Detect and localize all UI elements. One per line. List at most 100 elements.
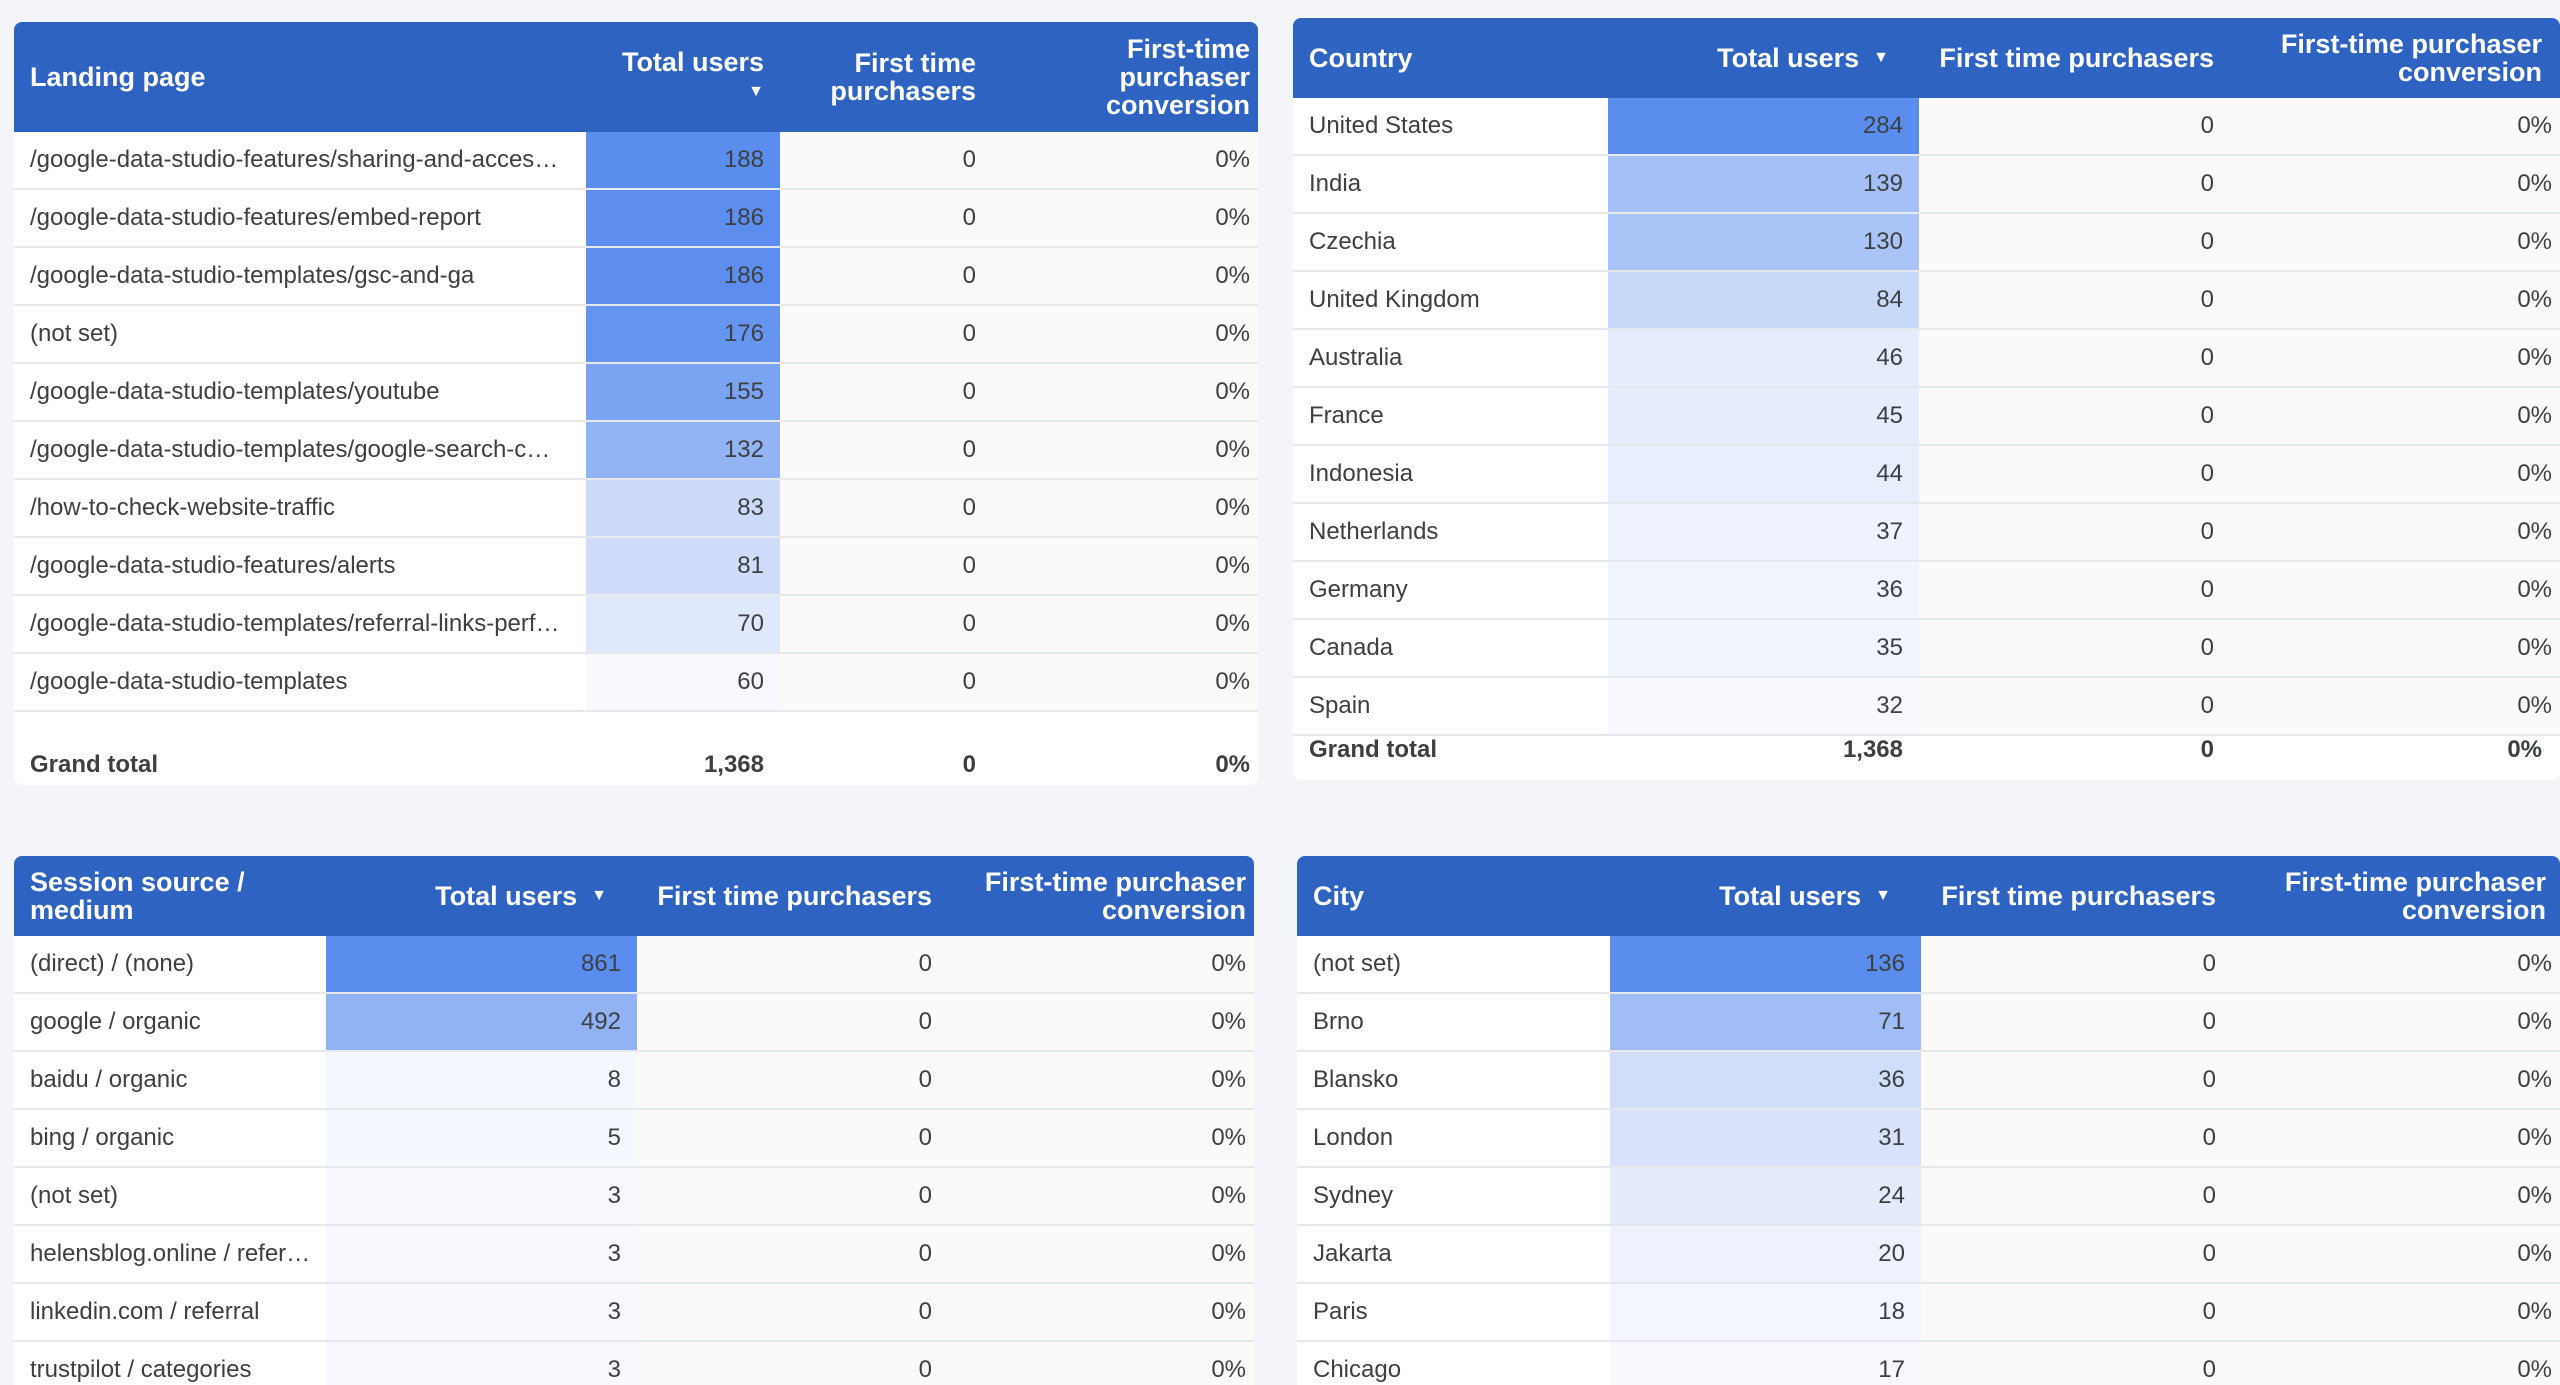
grand-total-users: 1,368 [1842, 736, 1903, 763]
table-row[interactable]: bing / organic 5 0 0% [14, 1110, 1254, 1168]
table-row[interactable]: linkedin.com / referral 3 0 0% [14, 1284, 1254, 1342]
column-header-country[interactable]: Country [1309, 43, 1413, 73]
row-label: /google-data-studio-features/embed-repor… [14, 190, 586, 246]
table-row[interactable]: Chicago 17 0 0% [1297, 1342, 2560, 1385]
column-header-total-users[interactable]: Total users ▼ [435, 881, 607, 911]
table-row[interactable]: (not set) 3 0 0% [14, 1168, 1254, 1226]
column-header-first-time-purchasers[interactable]: First time purchasers [1941, 881, 2216, 911]
table-row[interactable]: London 31 0 0% [1297, 1110, 2560, 1168]
sort-descending-icon[interactable]: ▼ [591, 887, 607, 904]
table-row[interactable]: trustpilot / categories 3 0 0% [14, 1342, 1254, 1385]
conversion-cell: 0% [2232, 994, 2560, 1050]
total-users-cell: 186 [586, 248, 780, 304]
first-time-purchasers-cell: 0 [1921, 1168, 2232, 1224]
table-row[interactable]: /google-data-studio-features/alerts 81 0 0% [14, 538, 1258, 596]
table-row[interactable]: Czechia 130 0 0% [1293, 214, 2560, 272]
table-row[interactable]: Blansko 36 0 0% [1297, 1052, 2560, 1110]
table-body: /google-data-studio-features/sharing-and… [14, 132, 1258, 744]
table-row[interactable]: /how-to-check-website-traffic 83 0 0% [14, 480, 1258, 538]
total-users-cell: 861 [326, 936, 637, 992]
row-label: trustpilot / categories [14, 1342, 326, 1385]
row-label: France [1293, 388, 1608, 444]
row-label: Paris [1297, 1284, 1610, 1340]
table-row[interactable]: India 139 0 0% [1293, 156, 2560, 214]
row-label: Czechia [1293, 214, 1608, 270]
table-row[interactable]: /google-data-studio-templates/gsc-and-ga… [14, 248, 1258, 306]
total-users-cell: 35 [1608, 620, 1919, 676]
table-body: (direct) / (none) 861 0 0% google / organic 4… [14, 936, 1254, 1385]
table-row[interactable]: baidu / organic 8 0 0% [14, 1052, 1254, 1110]
total-users-cell: 83 [586, 480, 780, 536]
first-time-purchasers-cell: 0 [1919, 562, 2230, 618]
total-users-cell: 8 [326, 1052, 637, 1108]
table-row[interactable]: /google-data-studio-templates 60 0 0% [14, 654, 1258, 712]
table-row[interactable]: United Kingdom 84 0 0% [1293, 272, 2560, 330]
conversion-cell: 0% [2232, 1226, 2560, 1282]
column-header-conversion[interactable]: First-time purchaser conversion [984, 867, 1246, 925]
total-users-cell: 18 [1610, 1284, 1921, 1340]
table-row[interactable]: google / organic 492 0 0% [14, 994, 1254, 1052]
conversion-cell: 0% [992, 190, 1258, 246]
table-body: United States 284 0 0% India 139 0 0% Czechia 130… [1293, 98, 2560, 740]
column-header-conversion[interactable]: First-time purchaser conversion [1105, 34, 1250, 120]
conversion-cell: 0% [2230, 156, 2560, 212]
grand-total-row: Grand total 1,368 0 0% [1293, 730, 2560, 770]
column-header-landing-page[interactable]: Landing page [30, 62, 206, 92]
row-label: /google-data-studio-templates/referral-l… [14, 596, 586, 652]
column-header-conversion[interactable]: First-time purchaser conversion [2280, 29, 2542, 87]
row-label: /google-data-studio-features/sharing-and… [14, 132, 586, 188]
first-time-purchasers-cell: 0 [780, 480, 992, 536]
table-row[interactable]: /google-data-studio-templates/youtube 155… [14, 364, 1258, 422]
country-table: Country Total users ▼ First time purchas… [1293, 18, 2560, 780]
first-time-purchasers-cell: 0 [780, 306, 992, 362]
column-header-session-source-medium[interactable]: Session source / medium [30, 867, 245, 925]
column-header-total-users[interactable]: Total users ▼ [586, 22, 780, 132]
table-row[interactable]: Canada 35 0 0% [1293, 620, 2560, 678]
sort-descending-icon[interactable]: ▼ [1875, 887, 1891, 904]
column-header-conversion[interactable]: First-time purchaser conversion [2284, 867, 2546, 925]
column-header-first-time-purchasers[interactable]: First time purchasers [657, 881, 932, 911]
table-row[interactable]: helensblog.online / refer… 3 0 0% [14, 1226, 1254, 1284]
table-row[interactable]: Paris 18 0 0% [1297, 1284, 2560, 1342]
table-row[interactable]: /google-data-studio-features/embed-repor… [14, 190, 1258, 248]
row-label: /google-data-studio-templates [14, 654, 586, 710]
table-row[interactable]: /google-data-studio-templates/google-sea… [14, 422, 1258, 480]
table-row[interactable]: Indonesia 44 0 0% [1293, 446, 2560, 504]
grand-total-row: Grand total 1,368 0 0% [14, 744, 1258, 785]
column-header-total-users[interactable]: Total users ▼ [1717, 43, 1889, 73]
table-row[interactable]: (not set) 176 0 0% [14, 306, 1258, 364]
row-label: /google-data-studio-templates/youtube [14, 364, 586, 420]
column-header-city[interactable]: City [1313, 881, 1365, 911]
first-time-purchasers-cell: 0 [637, 1226, 948, 1282]
table-row[interactable]: Jakarta 20 0 0% [1297, 1226, 2560, 1284]
table-row[interactable]: (direct) / (none) 861 0 0% [14, 936, 1254, 994]
table-row[interactable]: Germany 36 0 0% [1293, 562, 2560, 620]
first-time-purchasers-cell: 0 [1919, 98, 2230, 154]
row-label: Spain [1293, 678, 1608, 734]
table-row[interactable]: Brno 71 0 0% [1297, 994, 2560, 1052]
table-row[interactable]: Sydney 24 0 0% [1297, 1168, 2560, 1226]
conversion-cell: 0% [948, 1052, 1254, 1108]
row-label: Germany [1293, 562, 1608, 618]
column-header-first-time-purchasers[interactable]: First time purchasers [1939, 43, 2214, 73]
sort-descending-icon[interactable]: ▼ [1873, 49, 1889, 66]
sort-descending-icon[interactable]: ▼ [748, 83, 764, 100]
total-users-cell: 136 [1610, 936, 1921, 992]
conversion-cell: 0% [992, 480, 1258, 536]
first-time-purchasers-cell: 0 [780, 248, 992, 304]
table-row[interactable]: Netherlands 37 0 0% [1293, 504, 2560, 562]
table-row[interactable]: /google-data-studio-templates/referral-l… [14, 596, 1258, 654]
row-label: Australia [1293, 330, 1608, 386]
conversion-cell: 0% [992, 248, 1258, 304]
table-row[interactable]: /google-data-studio-features/sharing-and… [14, 132, 1258, 190]
row-label: Brno [1297, 994, 1610, 1050]
column-header-first-time-purchasers[interactable]: First time purchasers [830, 48, 976, 106]
table-row[interactable]: Australia 46 0 0% [1293, 330, 2560, 388]
table-row[interactable]: (not set) 136 0 0% [1297, 936, 2560, 994]
column-header-total-users[interactable]: Total users ▼ [1719, 881, 1891, 911]
first-time-purchasers-cell: 0 [637, 936, 948, 992]
table-row[interactable]: Spain 32 0 0% [1293, 678, 2560, 736]
row-label: London [1297, 1110, 1610, 1166]
table-row[interactable]: United States 284 0 0% [1293, 98, 2560, 156]
table-row[interactable]: France 45 0 0% [1293, 388, 2560, 446]
